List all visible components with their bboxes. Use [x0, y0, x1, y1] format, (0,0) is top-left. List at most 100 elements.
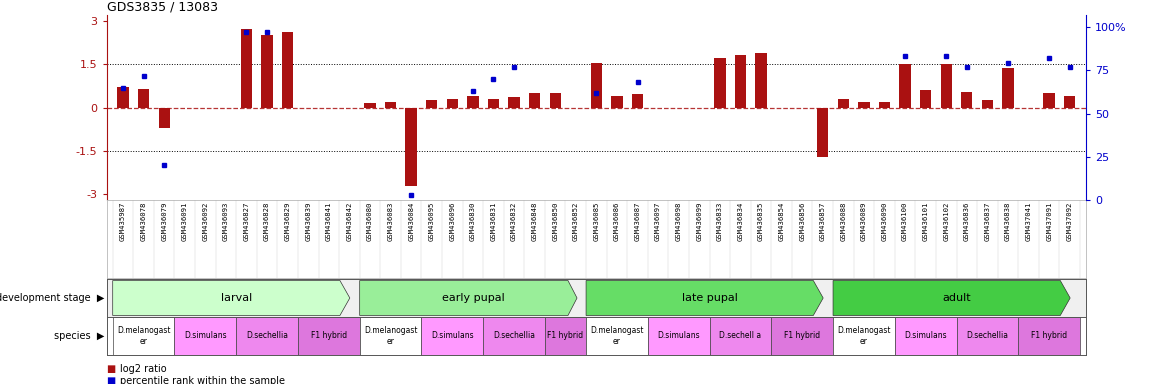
Text: GSM436098: GSM436098	[676, 202, 682, 241]
Bar	[714, 58, 726, 108]
Text: D.simulans: D.simulans	[904, 331, 947, 341]
Text: GSM436833: GSM436833	[717, 202, 723, 241]
Bar	[360, 317, 422, 355]
Text: D.simulans: D.simulans	[431, 331, 474, 341]
Bar	[365, 103, 375, 108]
FancyArrow shape	[112, 281, 350, 316]
Bar	[735, 55, 746, 108]
Text: F1 hybrid: F1 hybrid	[310, 331, 347, 341]
Text: D.sechellia: D.sechellia	[245, 331, 288, 341]
Bar	[262, 35, 273, 108]
Bar	[426, 100, 438, 108]
Bar	[710, 317, 771, 355]
Text: GSM436834: GSM436834	[738, 202, 743, 241]
Text: D.melanogast
er: D.melanogast er	[591, 326, 644, 346]
Bar	[545, 317, 586, 355]
Bar	[858, 102, 870, 108]
Text: GSM435987: GSM435987	[120, 202, 126, 241]
Bar	[833, 317, 895, 355]
Text: GSM436836: GSM436836	[963, 202, 970, 241]
Bar	[488, 99, 499, 108]
Text: GSM436095: GSM436095	[428, 202, 434, 241]
Bar	[550, 93, 560, 108]
Bar	[384, 102, 396, 108]
Text: GSM436099: GSM436099	[696, 202, 702, 241]
Text: GSM436092: GSM436092	[203, 202, 208, 241]
Text: GSM436837: GSM436837	[984, 202, 990, 241]
Text: late pupal: late pupal	[682, 293, 738, 303]
Bar	[879, 102, 891, 108]
Text: GSM436832: GSM436832	[511, 202, 516, 241]
Bar	[283, 32, 293, 108]
Bar	[837, 99, 849, 108]
Text: GSM436842: GSM436842	[346, 202, 352, 241]
Text: GSM436831: GSM436831	[491, 202, 497, 241]
Bar	[447, 99, 457, 108]
Text: GSM436854: GSM436854	[778, 202, 785, 241]
Text: GSM436100: GSM436100	[902, 202, 908, 241]
Text: D.simulans: D.simulans	[658, 331, 699, 341]
Text: D.sechell a: D.sechell a	[719, 331, 762, 341]
Text: GSM436093: GSM436093	[222, 202, 229, 241]
Text: GSM436085: GSM436085	[593, 202, 600, 241]
Text: larval: larval	[220, 293, 251, 303]
Bar	[900, 64, 910, 108]
Text: ■: ■	[107, 376, 116, 384]
Bar	[818, 108, 828, 157]
Bar	[405, 108, 417, 185]
Bar	[241, 30, 252, 108]
Text: GSM436852: GSM436852	[573, 202, 579, 241]
Bar	[467, 96, 478, 108]
Text: GSM436827: GSM436827	[243, 202, 249, 241]
Bar	[1064, 96, 1076, 108]
Text: GSM436835: GSM436835	[758, 202, 764, 241]
Bar	[508, 98, 520, 108]
Text: GSM436088: GSM436088	[841, 202, 846, 241]
Text: early pupal: early pupal	[441, 293, 504, 303]
Text: GSM436079: GSM436079	[161, 202, 167, 241]
Bar	[771, 317, 833, 355]
Bar	[159, 108, 170, 128]
FancyArrow shape	[833, 281, 1070, 316]
Bar	[591, 63, 602, 108]
Text: D.sechellia: D.sechellia	[967, 331, 1009, 341]
Text: GSM436838: GSM436838	[1005, 202, 1011, 241]
Text: F1 hybrid: F1 hybrid	[1031, 331, 1068, 341]
Text: GSM436857: GSM436857	[820, 202, 826, 241]
Text: GSM436080: GSM436080	[367, 202, 373, 241]
Bar	[919, 90, 931, 108]
Bar	[940, 64, 952, 108]
Bar	[755, 53, 767, 108]
Text: D.melanogast
er: D.melanogast er	[837, 326, 891, 346]
Bar	[112, 317, 175, 355]
Text: GSM437041: GSM437041	[1026, 202, 1032, 241]
Text: D.simulans: D.simulans	[184, 331, 227, 341]
Bar	[236, 317, 298, 355]
Text: GSM436090: GSM436090	[881, 202, 887, 241]
Bar	[647, 317, 710, 355]
Bar	[895, 317, 957, 355]
Text: adult: adult	[943, 293, 970, 303]
Text: GSM437092: GSM437092	[1067, 202, 1072, 241]
Bar	[175, 317, 236, 355]
Text: GSM436089: GSM436089	[860, 202, 867, 241]
FancyArrow shape	[586, 281, 823, 316]
Bar	[957, 317, 1018, 355]
Text: F1 hybrid: F1 hybrid	[784, 331, 820, 341]
Text: D.melanogast
er: D.melanogast er	[364, 326, 417, 346]
Text: GSM436841: GSM436841	[325, 202, 332, 241]
Bar	[586, 317, 647, 355]
Text: GSM436850: GSM436850	[552, 202, 558, 241]
Text: GSM436839: GSM436839	[306, 202, 312, 241]
Text: GSM436097: GSM436097	[655, 202, 661, 241]
Text: GSM436102: GSM436102	[944, 202, 950, 241]
Text: GSM436830: GSM436830	[470, 202, 476, 241]
Text: species  ▶: species ▶	[53, 331, 104, 341]
Bar	[611, 96, 623, 108]
Text: GSM436091: GSM436091	[182, 202, 188, 241]
Text: GSM436087: GSM436087	[635, 202, 640, 241]
Bar	[117, 87, 129, 108]
Text: GSM436084: GSM436084	[408, 202, 415, 241]
Bar	[1043, 93, 1055, 108]
Text: GDS3835 / 13083: GDS3835 / 13083	[107, 1, 218, 14]
